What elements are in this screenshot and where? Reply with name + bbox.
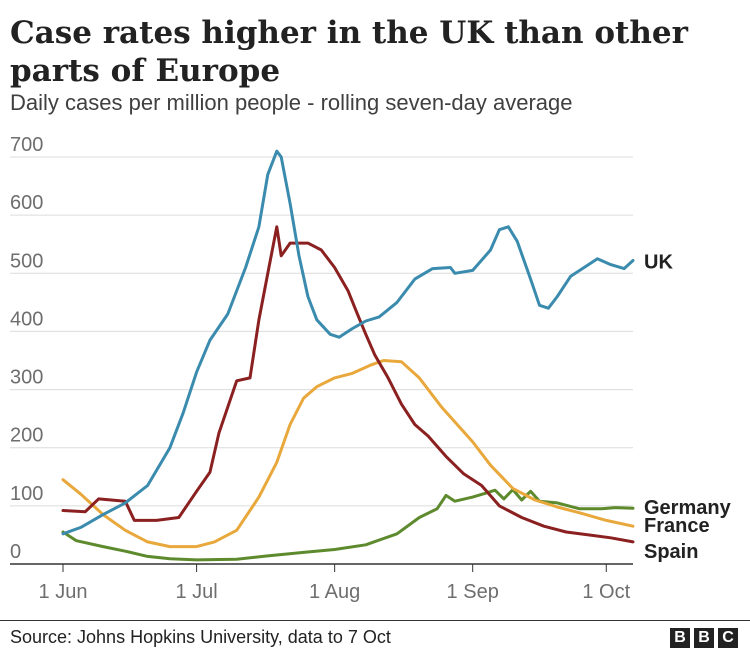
bbc-logo-letter: B <box>694 628 714 648</box>
chart-title: Case rates higher in the UK than other p… <box>10 15 688 89</box>
x-axis: 1 Jun 1 Jul 1 Aug 1 Sep 1 Oct <box>39 564 631 603</box>
y-tick-label: 400 <box>10 308 43 330</box>
y-tick-label: 200 <box>10 425 43 447</box>
y-axis: 0 100 200 300 400 500 600 700 <box>10 134 43 563</box>
gridlines <box>10 156 633 565</box>
y-tick-label: 300 <box>10 367 43 389</box>
chart-subtitle: Daily cases per million people - rolling… <box>10 90 573 115</box>
x-tick-label: 1 Oct <box>582 581 630 603</box>
series-lines <box>61 149 635 562</box>
footer-divider <box>0 620 750 621</box>
x-tick-label: 1 Aug <box>309 581 360 603</box>
series-label-germany: Germany <box>644 497 732 519</box>
series-line-uk <box>61 149 635 536</box>
series-label-france: France <box>644 515 710 537</box>
series-line-germany <box>61 488 635 562</box>
series-line-spain <box>61 225 635 544</box>
x-tick-label: 1 Jun <box>39 581 88 603</box>
series-label-uk: UK <box>644 251 673 273</box>
y-tick-label: 500 <box>10 250 43 272</box>
y-tick-label: 600 <box>10 192 43 214</box>
series-line-france <box>61 359 635 549</box>
x-tick-label: 1 Sep <box>447 581 499 603</box>
y-tick-label: 100 <box>10 483 43 505</box>
source-note: Source: Johns Hopkins University, data t… <box>10 627 391 647</box>
series-label-spain: Spain <box>644 541 698 563</box>
bbc-logo: B B C <box>670 628 738 648</box>
bbc-logo-letter: C <box>718 628 738 648</box>
y-tick-label: 0 <box>10 541 21 563</box>
x-tick-label: 1 Jul <box>175 581 217 603</box>
bbc-logo-letter: B <box>670 628 690 648</box>
y-tick-label: 700 <box>10 134 43 156</box>
